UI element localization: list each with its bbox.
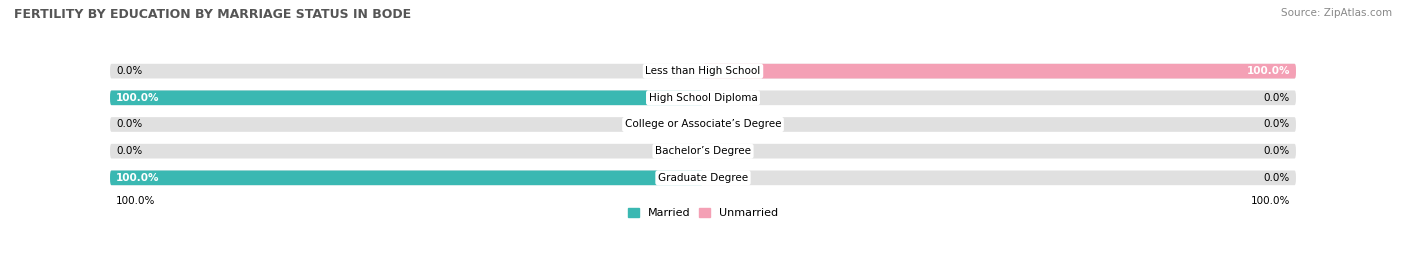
FancyBboxPatch shape (110, 90, 1296, 105)
Text: Less than High School: Less than High School (645, 66, 761, 76)
Text: 100.0%: 100.0% (115, 173, 159, 183)
Text: College or Associate’s Degree: College or Associate’s Degree (624, 119, 782, 129)
Text: 0.0%: 0.0% (115, 119, 142, 129)
Text: 0.0%: 0.0% (115, 146, 142, 156)
Text: Graduate Degree: Graduate Degree (658, 173, 748, 183)
Text: Bachelor’s Degree: Bachelor’s Degree (655, 146, 751, 156)
Text: 100.0%: 100.0% (1247, 66, 1291, 76)
Text: 100.0%: 100.0% (115, 93, 159, 103)
Text: 0.0%: 0.0% (1264, 146, 1291, 156)
Text: Source: ZipAtlas.com: Source: ZipAtlas.com (1281, 8, 1392, 18)
FancyBboxPatch shape (703, 64, 1296, 79)
Text: 0.0%: 0.0% (115, 66, 142, 76)
FancyBboxPatch shape (110, 144, 1296, 158)
FancyBboxPatch shape (110, 171, 703, 185)
Text: 100.0%: 100.0% (1251, 196, 1291, 206)
Text: 0.0%: 0.0% (1264, 173, 1291, 183)
FancyBboxPatch shape (110, 117, 1296, 132)
FancyBboxPatch shape (110, 171, 1296, 185)
Text: FERTILITY BY EDUCATION BY MARRIAGE STATUS IN BODE: FERTILITY BY EDUCATION BY MARRIAGE STATU… (14, 8, 411, 21)
FancyBboxPatch shape (110, 64, 1296, 79)
Text: 0.0%: 0.0% (1264, 119, 1291, 129)
Text: High School Diploma: High School Diploma (648, 93, 758, 103)
FancyBboxPatch shape (110, 90, 703, 105)
Legend: Married, Unmarried: Married, Unmarried (623, 204, 783, 222)
Text: 0.0%: 0.0% (1264, 93, 1291, 103)
Text: 100.0%: 100.0% (115, 196, 155, 206)
